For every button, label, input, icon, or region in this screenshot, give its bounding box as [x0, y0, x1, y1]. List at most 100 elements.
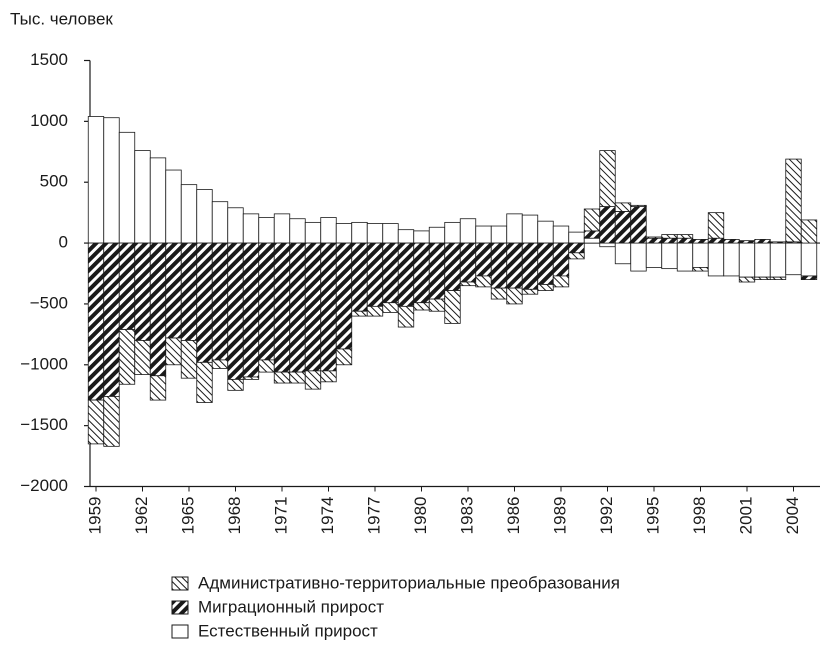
bar-segment [599, 150, 616, 207]
bar-segment [490, 242, 508, 289]
bar-segment [196, 361, 213, 403]
y-tick-label: 1500 [30, 50, 68, 69]
bar-segment [304, 242, 322, 372]
bar-segment [320, 242, 337, 372]
bar-segment [676, 237, 694, 244]
bar-segment [273, 242, 291, 373]
bar-segment [583, 208, 601, 232]
bar-segment [180, 184, 198, 244]
bar-segment [227, 378, 244, 391]
bar-segment [87, 242, 105, 401]
x-tick-label: 1980 [411, 497, 430, 535]
bar-segment [227, 242, 244, 380]
x-tick-label: 2004 [783, 497, 802, 535]
bar-segment [258, 242, 275, 361]
bar-segment [692, 239, 709, 244]
bar-segment [211, 242, 229, 361]
y-tick-label: −1000 [20, 354, 68, 373]
bar-segment [134, 242, 151, 341]
bar-segment [211, 359, 229, 369]
x-tick-label: 1989 [550, 497, 569, 535]
bar-segment [413, 302, 430, 311]
bar-segment [258, 359, 275, 373]
bar-segment [785, 242, 802, 276]
bar-segment [754, 239, 771, 244]
x-tick-label: 1968 [225, 497, 244, 535]
bar-segment [289, 218, 306, 244]
bar-segment [521, 242, 539, 290]
bar-segment [428, 226, 446, 244]
bar-segment [475, 242, 492, 277]
bar-segment [397, 242, 415, 307]
bar-segment [211, 201, 229, 244]
bar-segment [366, 223, 384, 244]
bar-segment [692, 267, 709, 272]
bar-segment [87, 399, 105, 445]
x-tick-label: 1962 [132, 497, 151, 535]
bar-segment [800, 275, 818, 280]
bar-segment [165, 242, 182, 339]
x-tick-label: 1971 [271, 497, 290, 535]
bar-segment [242, 376, 260, 380]
bar-segment [614, 242, 632, 265]
bar-segment [289, 371, 306, 384]
bar-segment [552, 275, 570, 288]
bar-segment [490, 287, 508, 300]
bar-segment [568, 252, 585, 260]
y-tick-label: 1000 [30, 111, 68, 130]
bar-segment [444, 221, 461, 244]
x-tick-label: 1974 [318, 497, 337, 535]
bar-segment [180, 340, 198, 379]
legend-swatch [171, 624, 189, 639]
bar-segment [537, 242, 554, 285]
bar-segment [382, 302, 399, 313]
bar-segment [397, 305, 415, 328]
bar-segment [335, 223, 353, 244]
bar-segment [413, 230, 430, 244]
bar-segment [103, 242, 120, 397]
bar-segment [769, 241, 787, 244]
bar-segment [196, 242, 213, 363]
bar-segment [180, 242, 198, 341]
bar-segment [87, 116, 105, 244]
x-tick-label: 1992 [597, 497, 616, 535]
bar-segment [552, 225, 570, 244]
bar-segment [242, 213, 260, 244]
bar-segment [506, 213, 523, 244]
x-tick-label: 1959 [85, 497, 104, 535]
bar-segment [645, 242, 663, 268]
bar-segment [738, 240, 756, 244]
y-tick-label: 0 [59, 233, 68, 252]
bar-segment [769, 276, 787, 280]
legend-swatch [171, 600, 189, 615]
bar-segment [614, 202, 632, 212]
bar-segment [630, 204, 647, 207]
bar-segment [800, 242, 818, 277]
bar-segment [630, 242, 647, 272]
x-tick-label: 1995 [643, 497, 662, 535]
bar-segment [630, 206, 647, 244]
bar-segment [475, 225, 492, 244]
bar-segment [444, 242, 461, 291]
bar-segment [273, 371, 291, 384]
bar-segment [320, 217, 337, 244]
bar-segment [459, 281, 477, 287]
bar-segment [289, 242, 306, 373]
bar-segment [645, 236, 663, 239]
bar-segment [475, 275, 492, 288]
bar-segment [723, 242, 740, 277]
bar-segment [661, 234, 678, 239]
y-tick-label: −2000 [20, 476, 68, 495]
bar-segment [645, 237, 663, 244]
bar-segment [382, 242, 399, 304]
bar-segment [459, 218, 477, 244]
bar-segment [738, 242, 756, 278]
bar-segment [769, 242, 787, 278]
bar-segment [382, 223, 399, 244]
bar-segment [397, 229, 415, 244]
bar-segment [552, 242, 570, 277]
bar-segment [707, 212, 725, 239]
bar-segment [118, 329, 136, 385]
